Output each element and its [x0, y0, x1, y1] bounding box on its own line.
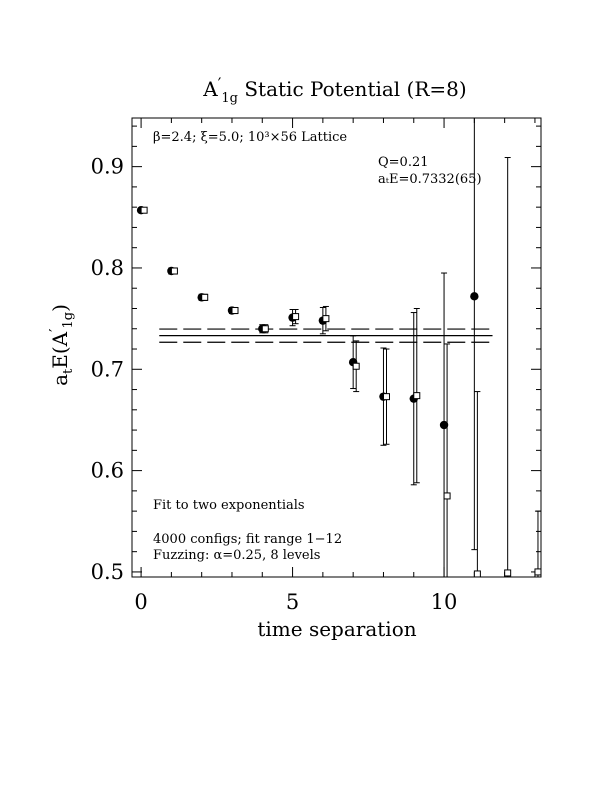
- data-point: [322, 315, 330, 323]
- tick-labels: 0 5 10 0.5 0.6 0.7 0.8 0.9: [91, 155, 458, 614]
- y-tick-label: 0.6: [91, 459, 124, 483]
- axis-ticks: [132, 118, 541, 577]
- data-point: [231, 307, 239, 315]
- data-point: [439, 420, 449, 430]
- plot-frame: [131, 117, 542, 578]
- y-tick-label: 0.9: [91, 155, 124, 179]
- data-point: [261, 325, 269, 333]
- data-point: [473, 570, 481, 578]
- y-tick-label: 0.8: [91, 256, 124, 280]
- x-tick-label: 10: [431, 590, 458, 614]
- chart-title: A′1g Static Potential (R=8): [202, 74, 466, 106]
- data-point: [382, 393, 390, 401]
- q-annotation: Q=0.21: [378, 155, 429, 170]
- fit-annotation: Fit to two exponentials: [153, 498, 305, 513]
- data-point: [470, 292, 479, 301]
- fit-band: [159, 328, 493, 343]
- data-point: [201, 293, 209, 301]
- data-point: [504, 569, 512, 577]
- data-point: [352, 362, 360, 370]
- x-axis-label: time separation: [257, 617, 416, 641]
- data-point: [413, 392, 421, 400]
- data-point: [292, 313, 300, 321]
- x-tick-label: 0: [134, 590, 147, 614]
- y-tick-label: 0.7: [91, 357, 124, 381]
- x-tick-label: 5: [286, 590, 299, 614]
- data-point: [170, 267, 178, 275]
- data-point: [534, 568, 542, 576]
- data-points: [136, 118, 542, 578]
- y-tick-label: 0.5: [91, 560, 124, 584]
- energy-annotation: aₜE=0.7332(65): [378, 172, 482, 187]
- y-axis-label: atE(A′1g): [46, 304, 76, 386]
- data-point: [443, 492, 451, 500]
- data-point: [140, 206, 148, 214]
- fuzzing-annotation: Fuzzing: α=0.25, 8 levels: [153, 548, 320, 563]
- lattice-annotation: β=2.4; ξ=5.0; 10³×56 Lattice: [153, 130, 347, 145]
- configs-annotation: 4000 configs; fit range 1−12: [153, 532, 342, 547]
